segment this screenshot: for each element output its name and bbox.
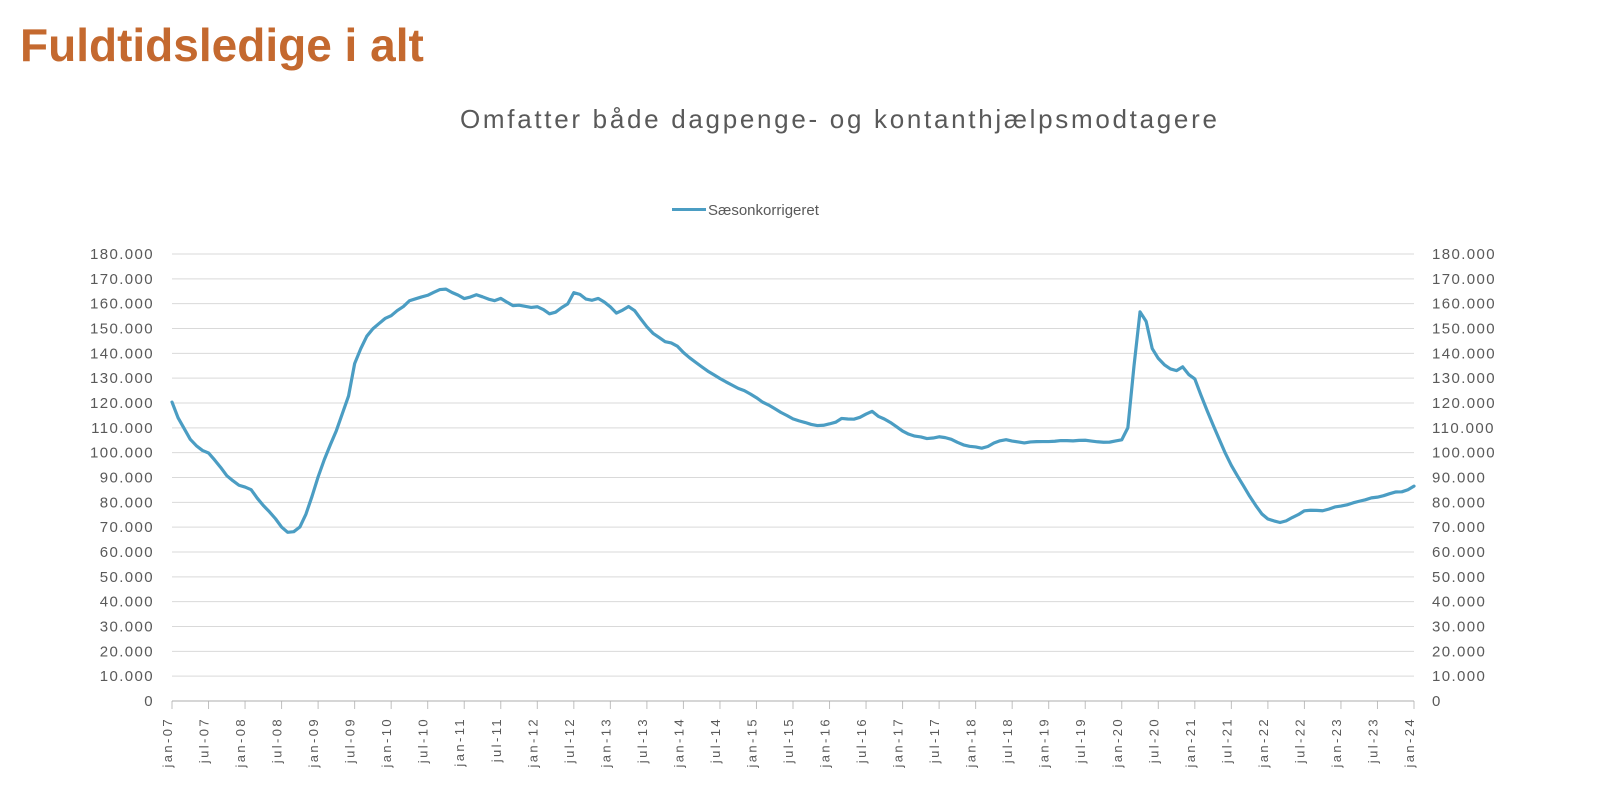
svg-text:170.000: 170.000 [1432, 271, 1496, 288]
svg-text:60.000: 60.000 [1432, 544, 1486, 561]
svg-text:jan-19: jan-19 [1037, 717, 1052, 769]
svg-text:180.000: 180.000 [1432, 246, 1496, 263]
svg-text:70.000: 70.000 [100, 519, 154, 536]
svg-text:100.000: 100.000 [90, 445, 154, 462]
svg-text:10.000: 10.000 [100, 668, 154, 685]
svg-text:jan-09: jan-09 [306, 717, 321, 769]
svg-text:jan-20: jan-20 [1110, 717, 1125, 769]
svg-text:30.000: 30.000 [100, 619, 154, 636]
svg-text:90.000: 90.000 [1432, 470, 1486, 487]
svg-text:jul-22: jul-22 [1292, 717, 1307, 764]
svg-text:jul-18: jul-18 [1000, 717, 1015, 764]
svg-text:jul-23: jul-23 [1365, 717, 1380, 764]
svg-text:30.000: 30.000 [1432, 619, 1486, 636]
svg-text:100.000: 100.000 [1432, 445, 1496, 462]
svg-text:110.000: 110.000 [1432, 420, 1495, 437]
svg-text:jul-15: jul-15 [781, 717, 796, 764]
svg-text:0: 0 [144, 693, 154, 710]
svg-text:20.000: 20.000 [100, 643, 154, 660]
svg-text:70.000: 70.000 [1432, 519, 1486, 536]
svg-text:jul-20: jul-20 [1146, 717, 1161, 764]
svg-text:jan-23: jan-23 [1329, 717, 1344, 769]
svg-text:jul-09: jul-09 [343, 717, 358, 764]
svg-text:0: 0 [1432, 693, 1442, 710]
svg-text:90.000: 90.000 [100, 470, 154, 487]
svg-text:jul-11: jul-11 [489, 717, 504, 763]
svg-text:jan-08: jan-08 [233, 717, 248, 769]
svg-text:jul-08: jul-08 [270, 717, 285, 764]
svg-text:20.000: 20.000 [1432, 643, 1486, 660]
svg-text:jan-24: jan-24 [1402, 717, 1417, 769]
svg-text:120.000: 120.000 [90, 395, 154, 412]
svg-text:jan-17: jan-17 [891, 717, 906, 769]
svg-text:140.000: 140.000 [1432, 345, 1496, 362]
svg-text:50.000: 50.000 [100, 569, 154, 586]
svg-text:jan-11: jan-11 [452, 717, 467, 768]
svg-text:160.000: 160.000 [90, 296, 154, 313]
svg-text:jul-07: jul-07 [197, 717, 212, 764]
svg-text:40.000: 40.000 [100, 594, 154, 611]
svg-text:110.000: 110.000 [91, 420, 154, 437]
svg-text:150.000: 150.000 [90, 321, 154, 338]
svg-text:jul-14: jul-14 [708, 717, 723, 764]
svg-text:130.000: 130.000 [90, 370, 154, 387]
svg-text:jul-16: jul-16 [854, 717, 869, 764]
svg-text:jan-14: jan-14 [671, 717, 686, 769]
svg-text:180.000: 180.000 [90, 246, 154, 263]
svg-text:80.000: 80.000 [1432, 494, 1486, 511]
svg-text:60.000: 60.000 [100, 544, 154, 561]
svg-text:130.000: 130.000 [1432, 370, 1496, 387]
svg-text:160.000: 160.000 [1432, 296, 1496, 313]
svg-text:jul-12: jul-12 [562, 717, 577, 764]
svg-text:170.000: 170.000 [90, 271, 154, 288]
svg-text:50.000: 50.000 [1432, 569, 1486, 586]
svg-text:jan-07: jan-07 [160, 717, 175, 769]
svg-text:jul-21: jul-21 [1219, 717, 1234, 764]
svg-text:10.000: 10.000 [1432, 668, 1486, 685]
svg-text:jan-10: jan-10 [379, 717, 394, 769]
svg-text:jan-13: jan-13 [598, 717, 613, 769]
svg-text:80.000: 80.000 [100, 494, 154, 511]
svg-text:jul-13: jul-13 [635, 717, 650, 764]
svg-text:jan-16: jan-16 [818, 717, 833, 769]
svg-text:jan-12: jan-12 [525, 717, 540, 769]
svg-text:jan-15: jan-15 [744, 717, 759, 769]
svg-text:40.000: 40.000 [1432, 594, 1486, 611]
svg-text:120.000: 120.000 [1432, 395, 1496, 412]
svg-text:jan-22: jan-22 [1256, 717, 1271, 769]
svg-text:jul-17: jul-17 [927, 717, 942, 764]
svg-text:140.000: 140.000 [90, 345, 154, 362]
svg-text:jan-21: jan-21 [1183, 717, 1198, 769]
svg-text:jan-18: jan-18 [964, 717, 979, 769]
svg-text:jul-10: jul-10 [416, 717, 431, 764]
svg-text:jul-19: jul-19 [1073, 717, 1088, 764]
svg-text:150.000: 150.000 [1432, 321, 1496, 338]
